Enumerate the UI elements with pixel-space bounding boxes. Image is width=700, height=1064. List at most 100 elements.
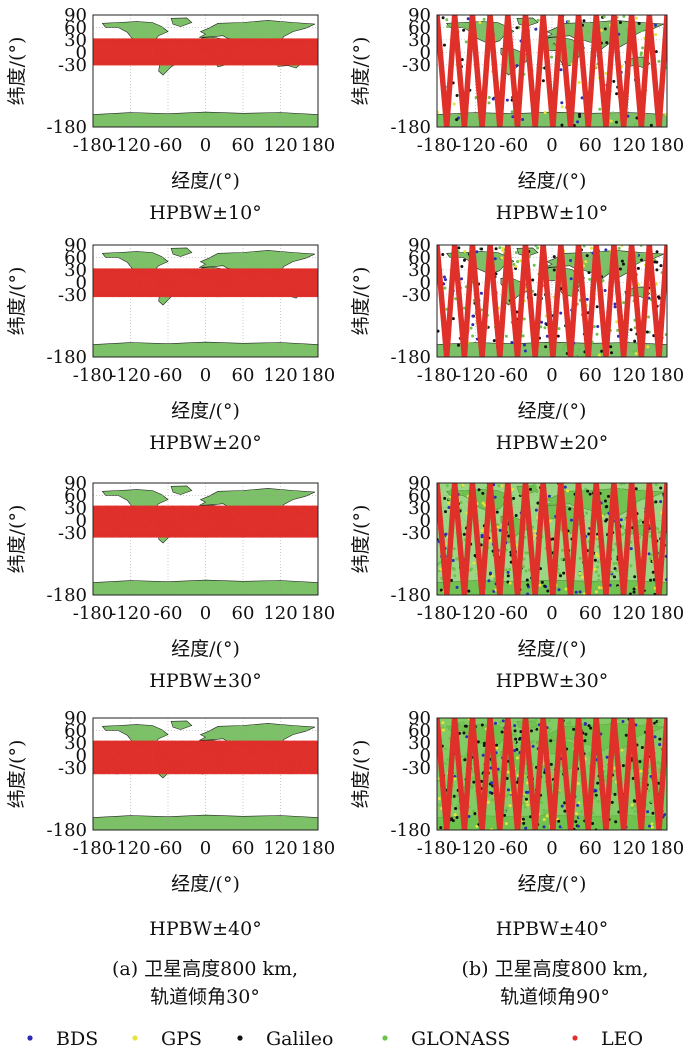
gnss-point	[578, 815, 582, 819]
gnss-point	[631, 816, 635, 820]
gnss-point	[471, 314, 475, 318]
gnss-point	[536, 246, 540, 250]
leo-track	[93, 505, 318, 538]
leo-track	[611, 245, 635, 357]
leo-track	[487, 718, 511, 830]
x-tick-label: 120	[263, 135, 297, 156]
y-tick-label: 90	[408, 235, 431, 256]
gnss-point	[438, 803, 442, 807]
y-tick-label: -30	[402, 285, 431, 306]
x-tick-label: 180	[650, 135, 684, 156]
gnss-point	[649, 553, 653, 557]
gnss-point	[507, 534, 511, 538]
gnss-point	[481, 491, 485, 495]
gnss-point	[540, 580, 544, 584]
gnss-point	[495, 510, 499, 514]
gnss-point	[542, 818, 546, 822]
gnss-point	[622, 301, 626, 305]
gnss-point	[567, 19, 571, 23]
leo-track	[505, 483, 529, 595]
gnss-point	[651, 811, 655, 815]
leo-track	[487, 245, 511, 357]
gnss-point	[646, 810, 650, 814]
gnss-point	[490, 574, 494, 578]
y-tick-label: 90	[64, 5, 87, 26]
gnss-point	[511, 115, 515, 119]
gnss-point	[586, 489, 590, 493]
x-tick-label: 0	[546, 603, 557, 624]
gnss-point	[548, 727, 552, 731]
gnss-point	[611, 548, 615, 552]
legend-item-gps: GPS	[132, 1028, 202, 1050]
landmass	[170, 720, 193, 730]
gnss-point	[572, 123, 576, 127]
gnss-point	[551, 537, 555, 541]
caption-b-line1: (b) 卫星高度800 km,	[462, 958, 649, 980]
gnss-point	[578, 115, 582, 119]
y-tick-label: -180	[47, 117, 87, 138]
gnss-point	[628, 580, 632, 584]
gnss-point	[455, 585, 459, 589]
gnss-point	[442, 275, 446, 279]
axes-frame	[92, 717, 319, 831]
gnss-point	[460, 58, 464, 62]
x-tick-label: 60	[232, 135, 255, 156]
gnss-point	[477, 488, 481, 492]
leo-track	[575, 245, 599, 357]
gnss-point	[593, 796, 597, 800]
gnss-point	[633, 339, 637, 343]
gnss-point	[657, 530, 661, 534]
x-tick-label: -60	[154, 365, 183, 386]
gnss-point	[521, 117, 525, 121]
gnss-point	[499, 499, 503, 503]
panel-title: HPBW±20°	[149, 432, 261, 454]
y-axis-label: 纬度/(°)	[6, 505, 28, 574]
legend-marker	[27, 1035, 33, 1041]
gnss-point	[455, 804, 459, 808]
gnss-point	[659, 486, 663, 490]
x-tick-label: 0	[200, 365, 211, 386]
gnss-point	[569, 518, 573, 522]
y-tick-label: 30	[408, 498, 431, 519]
gnss-point	[460, 265, 464, 269]
y-tick-label: 60	[64, 485, 87, 506]
leo-track	[540, 718, 564, 830]
y-tick-label: 90	[64, 235, 87, 256]
x-tick-label: 120	[263, 838, 297, 859]
gnss-point	[516, 260, 520, 264]
gnss-point	[488, 571, 492, 575]
leo-track	[469, 483, 493, 595]
gnss-point	[563, 485, 567, 489]
gnss-point	[550, 55, 554, 59]
legend-label: Galileo	[266, 1028, 333, 1050]
leo-track	[522, 718, 546, 830]
gnss-point	[492, 820, 496, 824]
gnss-point	[500, 484, 504, 488]
gnss-point	[653, 735, 657, 739]
gnss-point	[471, 809, 475, 813]
gnss-point	[622, 15, 626, 18]
gnss-point	[577, 81, 581, 85]
panel-title: HPBW±30°	[496, 670, 608, 692]
x-tick-label: -120	[455, 838, 495, 859]
gnss-point	[557, 819, 561, 823]
leo-track	[558, 15, 582, 127]
gnss-point	[470, 342, 474, 346]
legend-item-bds: BDS	[27, 1028, 98, 1050]
gnss-point	[632, 590, 636, 594]
x-tick-label: -120	[455, 603, 495, 624]
gnss-point	[640, 746, 644, 750]
y-tick-label: 0	[420, 42, 431, 63]
gnss-point	[574, 812, 578, 816]
gnss-point	[557, 327, 561, 331]
leo-track	[575, 483, 599, 595]
gnss-point	[646, 345, 650, 349]
gnss-point	[521, 565, 525, 569]
gnss-point	[620, 532, 624, 536]
gnss-point	[525, 578, 529, 582]
gnss-point	[486, 800, 490, 804]
gnss-point	[568, 507, 572, 511]
leo-track	[593, 245, 617, 357]
gnss-point	[526, 803, 530, 807]
